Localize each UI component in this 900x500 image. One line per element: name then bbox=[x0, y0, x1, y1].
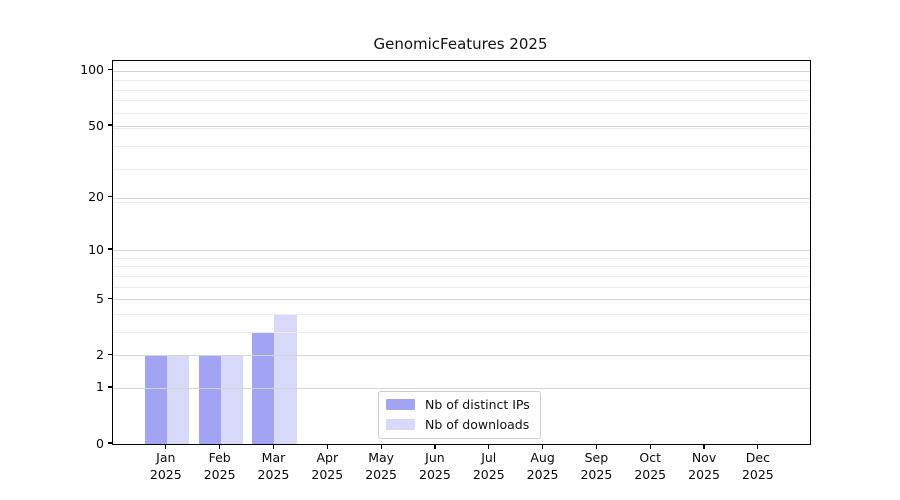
x-tick-label: Feb 2025 bbox=[203, 450, 236, 482]
major-gridline bbox=[113, 387, 810, 389]
x-tick-label: Oct 2025 bbox=[634, 450, 667, 482]
minor-gridline bbox=[113, 89, 810, 91]
y-tick-mark bbox=[107, 297, 112, 299]
x-tick-mark bbox=[541, 444, 544, 449]
major-gridline bbox=[113, 126, 810, 128]
y-tick-label: 50 bbox=[88, 117, 104, 133]
x-tick-label: Jan 2025 bbox=[149, 450, 182, 482]
major-gridline bbox=[113, 197, 810, 199]
x-tick-mark bbox=[434, 444, 436, 449]
y-tick-label: 1 bbox=[96, 379, 104, 395]
y-tick-mark bbox=[107, 353, 112, 355]
bar-downloads-jan bbox=[166, 355, 189, 444]
x-tick-mark bbox=[649, 444, 651, 449]
x-tick-label: Aug 2025 bbox=[526, 450, 559, 482]
x-tick-label: Sep 2025 bbox=[580, 450, 613, 482]
y-tick-label: 20 bbox=[88, 189, 104, 205]
bar-distinct-ips-jan bbox=[144, 355, 167, 444]
major-gridline bbox=[113, 250, 810, 252]
y-tick-mark bbox=[107, 69, 112, 71]
major-gridline bbox=[113, 299, 810, 301]
x-tick-label: Jun 2025 bbox=[419, 450, 451, 482]
minor-gridline bbox=[113, 313, 810, 315]
y-tick-label: 5 bbox=[96, 290, 104, 306]
plot-area bbox=[112, 60, 811, 445]
x-tick-label: Nov 2025 bbox=[688, 450, 720, 482]
y-tick-mark bbox=[107, 196, 112, 198]
minor-gridline bbox=[113, 145, 810, 147]
minor-gridline bbox=[113, 127, 810, 129]
minor-gridline bbox=[113, 266, 810, 268]
legend: Nb of distinct IPs Nb of downloads bbox=[378, 391, 541, 439]
minor-gridline bbox=[113, 286, 810, 288]
x-tick-mark bbox=[326, 444, 328, 449]
minor-gridline bbox=[113, 201, 810, 203]
y-tick-label: 2 bbox=[96, 346, 104, 362]
minor-gridline bbox=[113, 275, 810, 277]
y-tick-label: 100 bbox=[80, 62, 104, 78]
legend-label: Nb of downloads bbox=[425, 417, 530, 432]
bar-downloads-mar bbox=[274, 313, 297, 444]
y-tick-label: 10 bbox=[88, 241, 104, 257]
x-tick-mark bbox=[757, 444, 759, 449]
x-tick-label: May 2025 bbox=[365, 450, 398, 482]
minor-gridline bbox=[113, 257, 810, 259]
downloads-swatch bbox=[386, 419, 415, 430]
minor-gridline bbox=[113, 112, 810, 114]
major-gridline bbox=[113, 70, 810, 72]
x-tick-mark bbox=[219, 444, 221, 449]
distinct-ips-swatch bbox=[386, 399, 415, 410]
minor-gridline bbox=[113, 168, 810, 170]
x-tick-mark bbox=[488, 444, 490, 449]
x-tick-mark bbox=[595, 444, 597, 449]
y-tick-mark bbox=[107, 442, 112, 444]
major-gridline bbox=[113, 355, 810, 357]
bar-downloads-feb bbox=[220, 355, 243, 444]
x-tick-label: Mar 2025 bbox=[257, 450, 290, 482]
minor-gridline bbox=[113, 331, 810, 333]
y-tick-mark bbox=[107, 386, 112, 388]
x-tick-mark bbox=[703, 444, 705, 449]
legend-item-distinct-ips: Nb of distinct IPs bbox=[386, 397, 530, 412]
legend-item-downloads: Nb of downloads bbox=[386, 417, 530, 432]
y-tick-mark bbox=[107, 124, 112, 126]
x-tick-label: Jul 2025 bbox=[472, 450, 505, 482]
chart-title: GenomicFeatures 2025 bbox=[373, 35, 548, 53]
legend-label: Nb of distinct IPs bbox=[425, 397, 530, 412]
minor-gridline bbox=[113, 100, 810, 102]
x-tick-mark bbox=[165, 444, 167, 449]
bar-distinct-ips-feb bbox=[198, 355, 221, 444]
x-tick-label: Dec 2025 bbox=[741, 450, 774, 482]
minor-gridline bbox=[113, 80, 810, 82]
x-tick-mark bbox=[272, 444, 275, 449]
y-tick-mark bbox=[107, 248, 112, 250]
x-tick-label: Apr 2025 bbox=[311, 450, 344, 482]
y-tick-label: 0 bbox=[96, 435, 104, 451]
x-tick-mark bbox=[380, 444, 382, 449]
